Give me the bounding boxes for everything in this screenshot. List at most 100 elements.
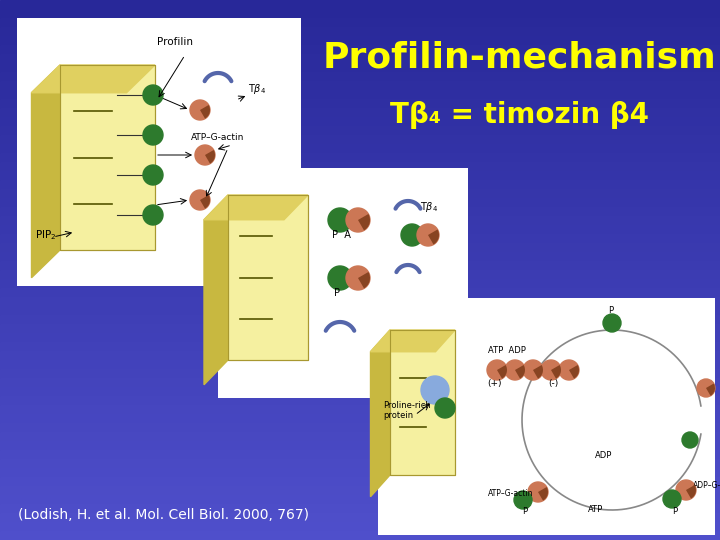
Bar	[0, 99, 720, 109]
Wedge shape	[515, 365, 525, 379]
Text: ATP: ATP	[588, 505, 603, 514]
Bar	[0, 36, 720, 46]
Text: P  A: P A	[332, 230, 351, 240]
Circle shape	[514, 491, 532, 509]
Circle shape	[682, 432, 698, 448]
Text: Profilin: Profilin	[157, 37, 193, 47]
Bar	[0, 54, 720, 64]
Circle shape	[328, 208, 352, 232]
Circle shape	[603, 314, 621, 332]
Circle shape	[505, 360, 525, 380]
Circle shape	[195, 145, 215, 165]
Circle shape	[346, 266, 370, 290]
Polygon shape	[371, 330, 455, 352]
Circle shape	[663, 490, 681, 508]
Bar	[0, 234, 720, 244]
Bar	[0, 216, 720, 226]
Circle shape	[676, 480, 696, 500]
Text: P: P	[672, 507, 677, 516]
Circle shape	[190, 100, 210, 120]
Bar	[0, 288, 720, 298]
Text: ATP–G-actin: ATP–G-actin	[488, 489, 534, 498]
Text: ATP–G-actin: ATP–G-actin	[192, 133, 245, 142]
Bar	[0, 297, 720, 307]
Bar	[0, 423, 720, 433]
Bar	[0, 9, 720, 19]
Bar	[0, 108, 720, 118]
Text: T$\beta_4$: T$\beta_4$	[420, 200, 438, 214]
Bar	[0, 126, 720, 136]
Polygon shape	[32, 65, 60, 278]
Bar	[0, 27, 720, 37]
Bar	[0, 441, 720, 451]
Bar	[0, 153, 720, 163]
Text: ADP: ADP	[595, 451, 613, 460]
Circle shape	[143, 165, 163, 185]
Circle shape	[143, 125, 163, 145]
Bar	[0, 450, 720, 460]
Bar	[218, 168, 468, 398]
Bar	[0, 261, 720, 271]
Bar	[0, 378, 720, 388]
Text: ATP  ADP: ATP ADP	[488, 346, 526, 355]
Text: P: P	[334, 288, 340, 298]
Bar	[0, 252, 720, 262]
Circle shape	[417, 224, 439, 246]
Bar	[0, 45, 720, 55]
Bar	[0, 225, 720, 235]
Text: P: P	[522, 507, 527, 516]
Bar	[228, 195, 308, 360]
Text: ADP–G-actin: ADP–G-actin	[693, 481, 720, 490]
Text: Proline-rich
protein: Proline-rich protein	[383, 401, 431, 420]
Circle shape	[190, 190, 210, 210]
Bar	[0, 477, 720, 487]
Circle shape	[541, 360, 561, 380]
Bar	[60, 65, 155, 250]
Wedge shape	[551, 365, 561, 379]
Bar	[0, 432, 720, 442]
Wedge shape	[428, 230, 439, 245]
Bar	[0, 369, 720, 379]
Circle shape	[143, 205, 163, 225]
Bar	[0, 279, 720, 289]
Bar	[0, 333, 720, 343]
Wedge shape	[200, 195, 210, 208]
Bar	[0, 414, 720, 424]
Wedge shape	[497, 365, 507, 379]
Bar	[0, 144, 720, 154]
Bar	[0, 72, 720, 82]
Bar	[0, 270, 720, 280]
Text: PIP$_2$: PIP$_2$	[35, 228, 57, 242]
Bar	[0, 405, 720, 415]
Circle shape	[401, 224, 423, 246]
Bar	[0, 243, 720, 253]
Wedge shape	[358, 214, 370, 231]
Bar	[0, 135, 720, 145]
Wedge shape	[358, 272, 370, 288]
Bar	[0, 531, 720, 540]
Bar	[0, 207, 720, 217]
Circle shape	[697, 379, 715, 397]
Bar	[0, 306, 720, 316]
Bar	[0, 171, 720, 181]
Bar	[0, 504, 720, 514]
Bar	[0, 162, 720, 172]
Circle shape	[421, 376, 449, 404]
Wedge shape	[686, 485, 696, 498]
Bar	[378, 298, 715, 535]
Wedge shape	[533, 365, 543, 379]
Bar	[0, 468, 720, 478]
Circle shape	[487, 360, 507, 380]
Polygon shape	[32, 65, 155, 93]
Text: (+): (+)	[487, 379, 502, 388]
Text: T$\beta_4$: T$\beta_4$	[248, 82, 266, 96]
Text: Profilin-mechanism: Profilin-mechanism	[323, 41, 717, 75]
Bar	[0, 315, 720, 325]
Bar	[0, 495, 720, 505]
Text: (Lodish, H. et al. Mol. Cell Biol. 2000, 767): (Lodish, H. et al. Mol. Cell Biol. 2000,…	[18, 508, 309, 522]
Bar	[0, 360, 720, 370]
Wedge shape	[706, 383, 715, 396]
Text: P: P	[608, 306, 613, 315]
Text: Tβ₄ = timozin β4: Tβ₄ = timozin β4	[390, 101, 649, 129]
Bar	[0, 81, 720, 91]
